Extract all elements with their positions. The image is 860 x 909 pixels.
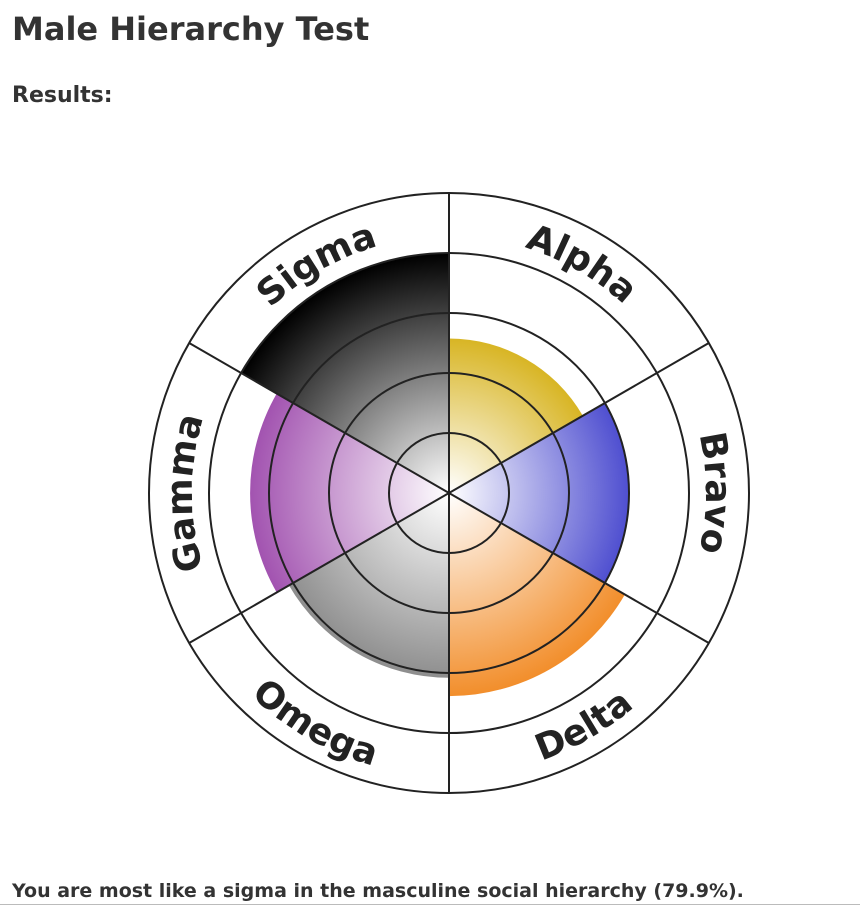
category-label: Gamma: [160, 409, 212, 576]
category-label-path: Alpha: [521, 217, 644, 312]
category-label: Delta: [529, 682, 640, 769]
result-text: You are most like a sigma in the masculi…: [12, 880, 744, 902]
wedge: [449, 493, 625, 697]
category-label: Bravo: [691, 429, 738, 557]
sector-divider: [188, 342, 450, 494]
sector-divider: [448, 492, 710, 644]
category-label-path: Omega: [245, 671, 383, 774]
results-heading: Results:: [12, 83, 113, 108]
category-label-path: Delta: [529, 682, 640, 769]
sector-divider: [448, 342, 710, 494]
wedge: [241, 253, 449, 493]
category-label-path: Gamma: [160, 409, 212, 576]
wedge: [250, 393, 449, 593]
category-label: Omega: [245, 671, 383, 774]
divider: [0, 904, 860, 905]
category-label-path: Bravo: [691, 429, 738, 557]
wedge: [449, 403, 629, 583]
category-label: Alpha: [521, 217, 644, 312]
wedge: [288, 493, 449, 678]
page-title: Male Hierarchy Test: [12, 10, 370, 48]
sector-divider: [188, 492, 450, 644]
